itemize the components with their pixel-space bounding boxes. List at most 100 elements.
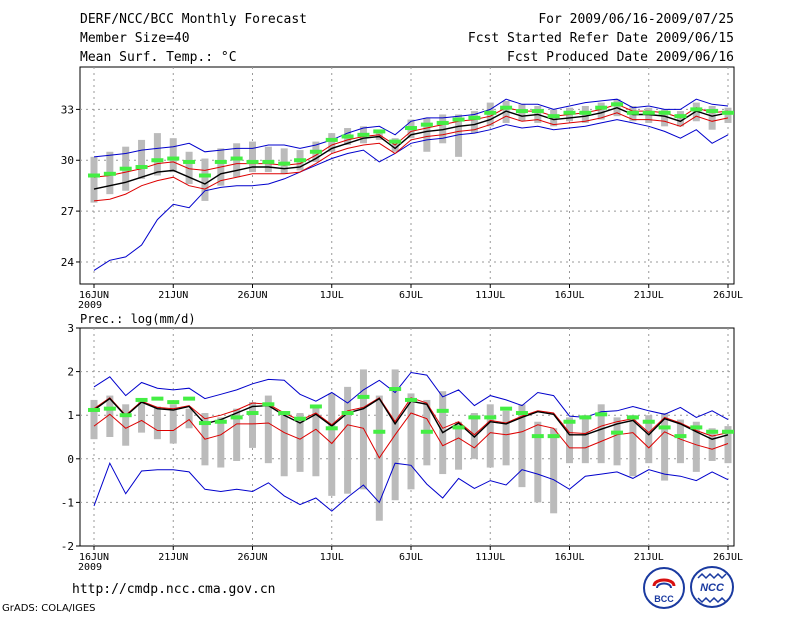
panel1-marker [420, 122, 433, 127]
panel2-marker [722, 429, 734, 434]
panel1-marker [103, 171, 116, 176]
panel1-marker [294, 158, 307, 163]
panel2-member-bar [122, 404, 130, 446]
panel1-marker [246, 159, 259, 164]
panel2-ytick-label: 2 [67, 366, 74, 379]
panel1-marker [690, 107, 703, 112]
panel1-marker [579, 110, 592, 115]
panel2-marker [183, 396, 196, 401]
panel2-ytick-label: -1 [61, 496, 74, 509]
panel2-xtick-label: 1JUL [320, 552, 344, 563]
panel2-marker [167, 400, 180, 405]
panel2-member-bar [312, 406, 320, 477]
source-url[interactable]: http://cmdp.ncc.cma.gov.cn [72, 582, 276, 597]
panel2-member-bar [676, 419, 684, 464]
grads-credit: GrADS: COLA/IGES [2, 603, 96, 614]
panel1-member-bar [676, 111, 684, 127]
panel1-marker [230, 156, 243, 161]
panel2-member-bar [645, 415, 653, 464]
panel1-marker [452, 117, 465, 122]
panel2-member-bar [280, 413, 288, 477]
panel2-marker [690, 425, 703, 430]
panel1-xtick-label: 21JUN [158, 290, 188, 301]
panel2-member-bar [470, 413, 478, 459]
panel2-marker [309, 404, 322, 409]
panel1-ytick-label: 33 [61, 103, 74, 116]
panel1-member-bar [280, 148, 288, 174]
panel2-marker [579, 415, 592, 420]
panel1-marker [183, 159, 196, 164]
panel2-member-bar [550, 428, 558, 514]
panel1-ytick-label: 27 [61, 205, 74, 218]
panel2-marker [500, 406, 513, 411]
panel2-marker [262, 402, 275, 407]
panel1-member-bar [249, 141, 256, 173]
panel1-marker [373, 129, 386, 134]
panel2-member-bar [613, 417, 621, 466]
panel1-upper-sd-line [93, 103, 729, 178]
panel2-marker [389, 387, 402, 392]
panel1-member-bar [90, 156, 98, 203]
panel2-marker [436, 408, 449, 413]
panel1-min-line [93, 119, 729, 271]
panel2-member-bar [106, 395, 114, 437]
panel1-marker [547, 114, 560, 119]
panel1-marker [167, 156, 180, 161]
panel1-xtick-label: 11JUL [475, 290, 505, 301]
panel2-marker [642, 419, 655, 424]
panel2-marker [547, 434, 560, 439]
panel2-marker [468, 415, 481, 420]
ncc-logo-text: NCC [700, 582, 725, 594]
panel1-marker [88, 173, 100, 178]
panel1-marker [325, 137, 338, 142]
panel1-marker [531, 109, 544, 114]
bcc-logo-icon: BCC [643, 567, 685, 609]
member-size: Member Size=40 [80, 31, 190, 46]
panel1-marker [309, 149, 322, 154]
panel2-title: Prec.: log(mm/d) [80, 312, 196, 326]
panel1-xtick-label: 21JUL [634, 290, 664, 301]
panel2-member-bar [597, 404, 605, 464]
panel2-xtick-label: 6JUL [399, 552, 423, 563]
variable-label: Mean Surf. Temp.: °C [80, 50, 237, 65]
panel1-member-bar [328, 133, 336, 152]
panel1-marker [500, 105, 513, 110]
panel2-xtick-label: 16JUL [554, 552, 584, 563]
panel2-member-bar [407, 393, 415, 490]
panel1-member-bar [185, 151, 193, 184]
panel2-marker [135, 397, 148, 402]
panel1-xtick-label: 26JUL [713, 290, 743, 301]
ncc-logo-icon: NCC [690, 566, 734, 608]
panel1-marker [357, 132, 370, 137]
panel1-xtick-label: 26JUN [237, 290, 267, 301]
panel2-marker [246, 411, 259, 416]
panel1-xtick-label: 6JUL [399, 290, 423, 301]
panel1-ensemble-mean-line [93, 106, 729, 190]
panel2-member-bar [185, 408, 193, 429]
panel1-year-label: 2009 [78, 300, 102, 311]
panel2-frame [79, 327, 735, 547]
panel1-marker [262, 159, 275, 164]
panel1-marker [436, 120, 449, 125]
panel2-ytick-label: 3 [67, 322, 74, 335]
panel2-marker [278, 411, 291, 416]
panel1-xtick-label: 16JUN [79, 290, 109, 301]
panel1-xtick-label: 16JUL [554, 290, 584, 301]
panel2-member-bar [153, 406, 161, 440]
panel2-marker [405, 397, 417, 402]
panel1-marker [626, 110, 639, 115]
panel2-xtick-label: 16JUN [79, 552, 109, 563]
panel2-member-bar [661, 413, 669, 481]
panel2-member-bar [566, 417, 573, 464]
panel2-member-bar [138, 402, 146, 433]
panel2-max-line [93, 371, 729, 421]
panel2-member-bar [455, 421, 463, 470]
panel2-member-bar [518, 404, 526, 488]
panel1-lower-sd-line [93, 112, 729, 202]
panel2-year-label: 2009 [78, 562, 102, 573]
panel1-member-bar [708, 105, 716, 130]
panel1-marker [611, 102, 624, 107]
panel1-marker [135, 165, 148, 170]
panel2-member-bar [249, 402, 256, 448]
panel1-member-bar [645, 107, 653, 123]
